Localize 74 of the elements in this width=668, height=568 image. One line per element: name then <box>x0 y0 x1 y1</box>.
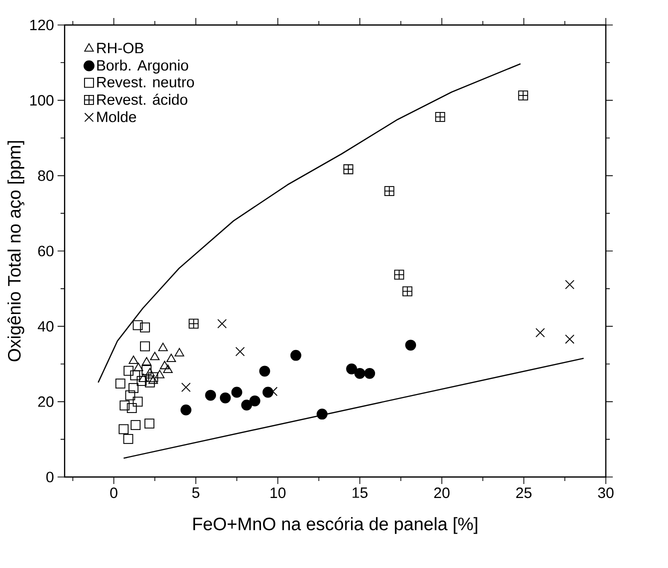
y-tick-label: 80 <box>38 170 54 181</box>
point <box>394 270 404 280</box>
point <box>158 342 168 352</box>
y-tick-label: 0 <box>46 472 54 482</box>
point <box>364 368 376 379</box>
legend-label: Molde <box>97 111 136 122</box>
point <box>354 368 366 379</box>
point <box>166 354 176 362</box>
point <box>134 362 144 372</box>
point <box>160 360 170 370</box>
y-tick-label: 60 <box>38 246 54 256</box>
point <box>402 286 412 296</box>
point <box>126 403 137 414</box>
point <box>181 382 191 392</box>
point <box>130 420 141 430</box>
point <box>115 378 126 389</box>
point <box>343 164 354 174</box>
point <box>565 334 574 344</box>
y-tick-label: 100 <box>30 95 54 106</box>
point <box>290 350 302 361</box>
x-tick-label: 25 <box>516 488 532 498</box>
x-tick-label: 0 <box>110 488 118 498</box>
point <box>124 366 134 376</box>
point <box>130 370 140 380</box>
point <box>123 434 134 444</box>
legend-label: Revest. neutro <box>97 76 194 88</box>
x-tick-label: 10 <box>270 488 286 498</box>
y-tick-label: 120 <box>30 20 54 30</box>
point <box>405 340 416 351</box>
point <box>518 90 528 100</box>
legend-label: Revest. ácido <box>97 94 188 105</box>
legend-label: Borb. Argonio <box>97 60 188 74</box>
point <box>125 390 136 400</box>
point <box>148 372 158 382</box>
point <box>217 319 227 328</box>
y-tick-label: 40 <box>38 321 54 332</box>
point <box>132 320 143 330</box>
point <box>144 418 154 428</box>
point <box>220 392 231 404</box>
point <box>316 408 328 420</box>
point <box>180 404 192 416</box>
point <box>235 346 245 356</box>
x-axis-title: FeO+MnO na escória de panela [%] <box>193 516 478 534</box>
point <box>132 396 143 407</box>
x-tick-label: 30 <box>598 488 614 498</box>
point <box>205 390 216 401</box>
point <box>163 364 173 373</box>
point <box>249 395 260 406</box>
point <box>142 357 152 366</box>
x-tick-label: 5 <box>192 488 200 498</box>
point <box>536 328 545 338</box>
point <box>148 376 158 384</box>
point <box>268 386 278 396</box>
legend-label: RH-OB <box>97 42 144 54</box>
x-tick-label: 15 <box>352 488 368 498</box>
point <box>188 318 199 329</box>
point <box>140 341 150 352</box>
point <box>145 368 155 376</box>
point <box>174 348 184 356</box>
point <box>435 112 446 122</box>
point <box>154 370 164 378</box>
point <box>231 386 242 398</box>
point <box>150 352 160 360</box>
y-tick-label: 20 <box>38 396 54 407</box>
point <box>118 424 129 434</box>
x-tick-label: 20 <box>434 488 450 498</box>
y-axis-title: Oxigênio Total no aço [ppm] <box>7 141 24 362</box>
point <box>120 400 130 410</box>
point <box>346 363 358 374</box>
point <box>384 186 394 196</box>
point <box>259 366 270 377</box>
point <box>565 280 574 290</box>
point <box>128 356 138 364</box>
point <box>241 400 252 411</box>
